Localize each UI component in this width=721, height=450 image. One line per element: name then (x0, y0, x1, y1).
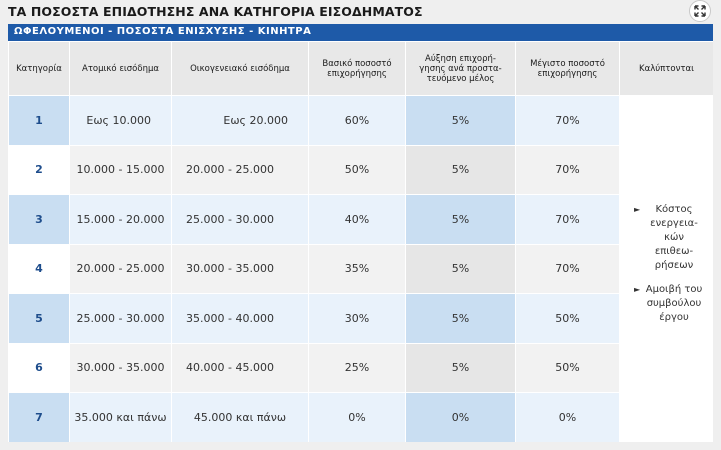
title-bar: ΤΑ ΠΟΣΟΣΤΑ ΕΠΙΔΟΤΗΣΗΣ ΑΝΑ ΚΑΤΗΓΟΡΙΑ ΕΙΣΟ… (0, 0, 721, 24)
cell-max-rate: 70% (515, 144, 620, 195)
cell-personal-income: 35.000 και πάνω (69, 392, 172, 442)
cell-basic-rate: 35% (308, 243, 406, 294)
cell-max-rate: 0% (515, 392, 620, 442)
table-row: 6 30.000 - 35.000 40.000 - 45.000 25% 5%… (8, 342, 714, 393)
header-covered: Καλύπτονται (619, 41, 713, 96)
cell-category: 2 (8, 144, 70, 195)
cell-basic-rate: 0% (308, 392, 406, 442)
covered-item-text: Αμοιβή του συμβούλου έργου (645, 283, 703, 323)
header-basic-rate: Βασικό ποσοστό επιχορήγησης (308, 41, 406, 96)
header-personal-income: Ατομικό εισόδημα (69, 41, 172, 96)
cell-category: 6 (8, 342, 70, 393)
cell-category: 5 (8, 293, 70, 344)
cell-family-income: 40.000 - 45.000 (171, 342, 309, 393)
cell-max-rate: 70% (515, 194, 620, 245)
cell-max-rate: 70% (515, 243, 620, 294)
covered-item-text: Κόστος ενεργεια- κών επιθεω- ρήσεων (650, 203, 698, 271)
cell-basic-rate: 60% (308, 95, 406, 146)
cell-family-income: 35.000 - 40.000 (171, 293, 309, 344)
cell-increase: 0% (405, 392, 516, 442)
cell-increase: 5% (405, 194, 516, 245)
cell-personal-income: 10.000 - 15.000 (69, 144, 172, 195)
section-band: ΩΦΕΛΟΥΜΕΝΟΙ - ΠΟΣΟΣΤΑ ΕΝΙΣΧΥΣΗΣ - ΚΙΝΗΤΡ… (8, 24, 713, 41)
cell-increase: 5% (405, 243, 516, 294)
cell-basic-rate: 50% (308, 144, 406, 195)
cell-family-income: 45.000 και πάνω (171, 392, 309, 442)
cell-personal-income: Εως 10.000 (69, 95, 172, 146)
cell-personal-income: 25.000 - 30.000 (69, 293, 172, 344)
header-increase: Αύξηση επιχορή-γησης ανά προστα-τευόμενο… (405, 41, 516, 96)
table-row: 3 15.000 - 20.000 25.000 - 30.000 40% 5%… (8, 194, 714, 245)
table-row: 5 25.000 - 30.000 35.000 - 40.000 30% 5%… (8, 293, 714, 344)
close-button[interactable] (689, 0, 711, 22)
arrow-right-icon: ► (634, 204, 641, 214)
cell-personal-income: 20.000 - 25.000 (69, 243, 172, 294)
arrow-right-icon: ► (634, 284, 641, 294)
cell-category: 3 (8, 194, 70, 245)
cell-category: 1 (8, 95, 70, 146)
table-row: 4 20.000 - 25.000 30.000 - 35.000 35% 5%… (8, 243, 714, 294)
cell-basic-rate: 25% (308, 342, 406, 393)
cell-category: 7 (8, 392, 70, 442)
header-family-income: Οικογενειακό εισόδημα (171, 41, 309, 96)
table-row: 2 10.000 - 15.000 20.000 - 25.000 50% 5%… (8, 144, 714, 195)
header-category: Κατηγορία (8, 41, 70, 96)
cell-family-income: 25.000 - 30.000 (171, 194, 309, 245)
table-row: 7 35.000 και πάνω 45.000 και πάνω 0% 0% … (8, 392, 714, 442)
cell-personal-income: 30.000 - 35.000 (69, 342, 172, 393)
cell-category: 4 (8, 243, 70, 294)
cell-family-income: Εως 20.000 (171, 95, 309, 146)
cell-increase: 5% (405, 144, 516, 195)
cell-family-income: 20.000 - 25.000 (171, 144, 309, 195)
cell-max-rate: 50% (515, 293, 620, 344)
cell-max-rate: 50% (515, 342, 620, 393)
cell-covered: ► Κόστος ενεργεια- κών επιθεω- ρήσεων ► … (619, 95, 713, 442)
close-icon (694, 5, 706, 17)
cell-increase: 5% (405, 95, 516, 146)
section-band-label: ΩΦΕΛΟΥΜΕΝΟΙ - ΠΟΣΟΣΤΑ ΕΝΙΣΧΥΣΗΣ - ΚΙΝΗΤΡ… (14, 26, 312, 37)
cell-personal-income: 15.000 - 20.000 (69, 194, 172, 245)
subsidy-table: Κατηγορία Ατομικό εισόδημα Οικογενειακό … (8, 41, 713, 442)
header-max-rate: Μέγιστο ποσοστό επιχορήγησης (515, 41, 620, 96)
cell-increase: 5% (405, 342, 516, 393)
content-panel: ΩΦΕΛΟΥΜΕΝΟΙ - ΠΟΣΟΣΤΑ ΕΝΙΣΧΥΣΗΣ - ΚΙΝΗΤΡ… (8, 24, 713, 442)
table-row: 1 Εως 10.000 Εως 20.000 60% 5% 70% ► Κόσ… (8, 95, 713, 442)
cell-increase: 5% (405, 293, 516, 344)
cell-basic-rate: 40% (308, 194, 406, 245)
window-title: ΤΑ ΠΟΣΟΣΤΑ ΕΠΙΔΟΤΗΣΗΣ ΑΝΑ ΚΑΤΗΓΟΡΙΑ ΕΙΣΟ… (8, 4, 423, 19)
table-header-row: Κατηγορία Ατομικό εισόδημα Οικογενειακό … (8, 41, 713, 96)
covered-item: ► Αμοιβή του συμβούλου έργου (634, 283, 707, 325)
cell-family-income: 30.000 - 35.000 (171, 243, 309, 294)
cell-max-rate: 70% (515, 95, 620, 146)
covered-item: ► Κόστος ενεργεια- κών επιθεω- ρήσεων (634, 203, 707, 273)
cell-basic-rate: 30% (308, 293, 406, 344)
